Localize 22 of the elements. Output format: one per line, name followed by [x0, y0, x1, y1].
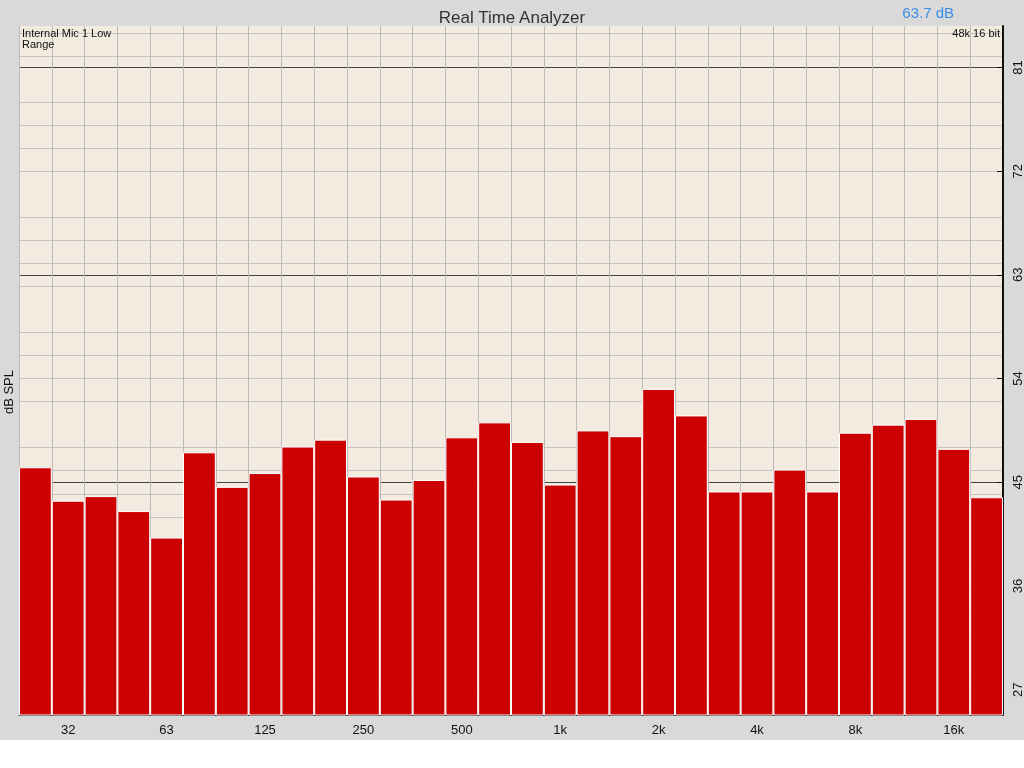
chart-title: Real Time Analyzer [438, 8, 586, 27]
annotation: Internal Mic 1 Low Range [22, 26, 115, 50]
text: 63.7 dB [902, 4, 955, 21]
x-tick-label: 63 [159, 722, 174, 737]
x-tick-label: 500 [450, 722, 473, 737]
y-tick-label: 72 [1010, 163, 1024, 179]
annotation: 48k 16 bit [952, 26, 1000, 39]
y-axis-title: dB SPL [1, 369, 16, 415]
y-tick-label: 81 [1010, 60, 1024, 75]
x-tick-label: 250 [352, 722, 375, 737]
x-tick-label: 32 [60, 722, 76, 737]
y-tick-label: 27 [1010, 682, 1024, 697]
y-tick-label: 54 [1010, 371, 1024, 386]
x-tick-label: 16k [943, 722, 965, 737]
x-tick-label: 8k [848, 722, 863, 737]
y-tick-label: 63 [1010, 267, 1024, 283]
y-tick-label: 45 [1010, 475, 1024, 490]
x-tick-label: 1k [553, 722, 568, 737]
x-tick-label: 125 [254, 722, 276, 737]
x-tick-label: 2k [651, 722, 666, 737]
y-tick-label: 36 [1010, 578, 1024, 594]
x-tick-label: 4k [750, 722, 765, 737]
